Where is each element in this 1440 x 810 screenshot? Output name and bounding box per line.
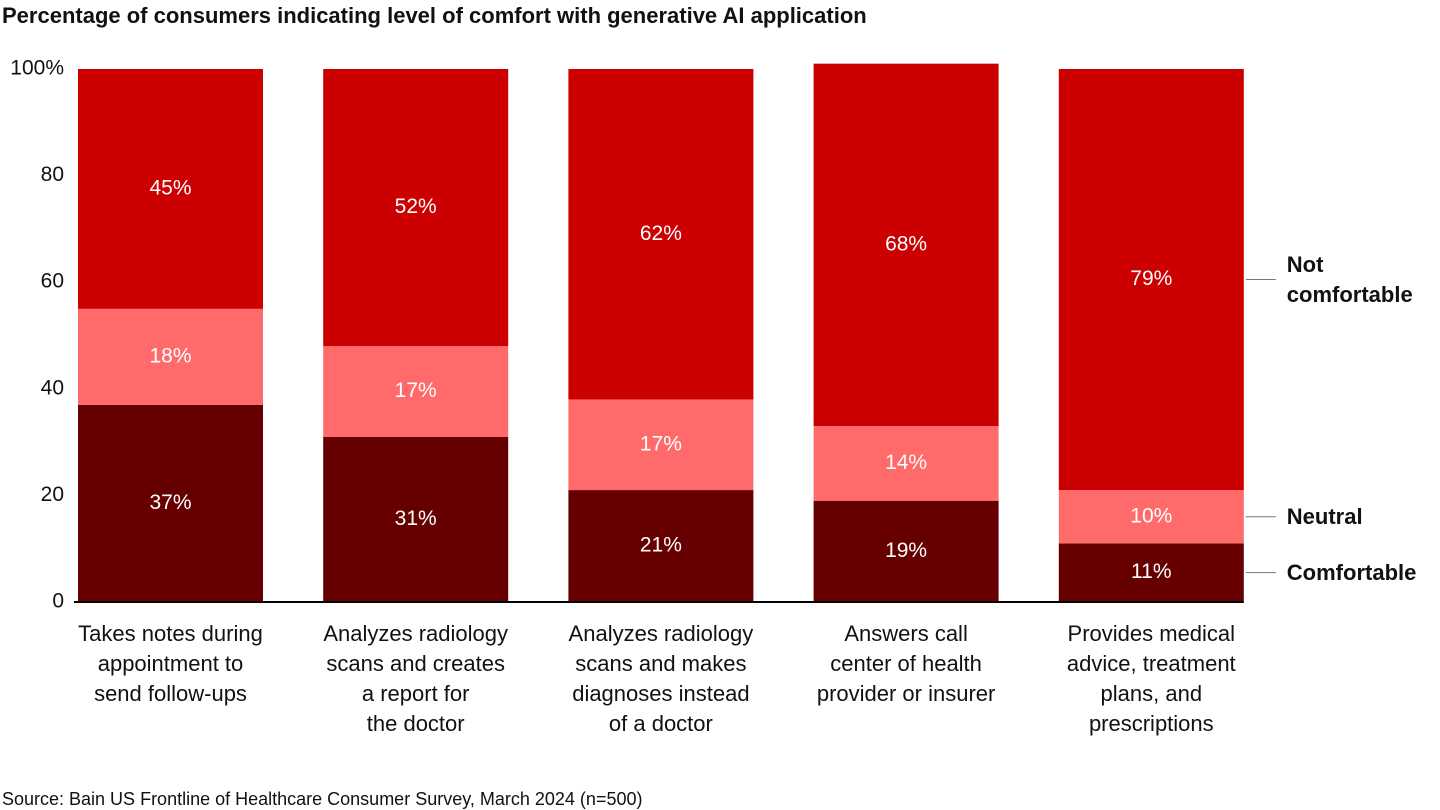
bar-segment <box>323 69 509 347</box>
value-label: 31% <box>395 507 437 530</box>
bar-segment <box>813 500 999 602</box>
bar-segment <box>1058 543 1244 602</box>
x-tick-label: Takes notes during appointment to send f… <box>78 621 263 706</box>
value-label: 37% <box>149 491 191 514</box>
source-note: Source: Bain US Frontline of Healthcare … <box>2 789 642 809</box>
value-label: 62% <box>640 222 682 245</box>
value-label: 18% <box>149 344 191 367</box>
bar-segment <box>78 404 263 602</box>
x-tick-label: Answers call center of health provider o… <box>816 621 996 706</box>
chart-title: Percentage of consumers indicating level… <box>2 3 867 28</box>
legend-label: Not comfortable <box>1286 251 1413 307</box>
value-label: 45% <box>149 176 191 199</box>
value-label: 14% <box>885 451 927 474</box>
value-label: 17% <box>395 379 437 402</box>
bar-segment <box>323 436 509 602</box>
y-tick-label: 0 <box>52 590 64 613</box>
value-label: 79% <box>1130 267 1172 290</box>
bar-segment <box>1058 69 1244 491</box>
bar-segment <box>78 308 263 405</box>
bar-segment <box>813 426 999 501</box>
bar-segment <box>1058 490 1244 544</box>
value-label: 21% <box>640 534 682 557</box>
value-label: 17% <box>640 432 682 455</box>
y-tick-label: 60 <box>41 270 64 293</box>
y-tick-label: 80 <box>41 163 64 186</box>
value-label: 10% <box>1130 504 1172 527</box>
value-label: 68% <box>885 232 927 255</box>
y-tick-label: 20 <box>41 483 64 506</box>
legend-label: Neutral <box>1286 503 1363 529</box>
value-label: 11% <box>1131 560 1171 583</box>
bar-segment <box>813 63 999 427</box>
bar-segment <box>78 69 263 309</box>
bar-segment <box>568 399 754 491</box>
x-tick-label: Analyzes radiology scans and creates a r… <box>323 621 509 736</box>
bar-segment <box>568 69 754 400</box>
bar-segment <box>568 490 754 602</box>
x-tick-label: Provides medical advice, treatment plans… <box>1066 621 1236 736</box>
value-label: 52% <box>395 195 437 218</box>
legend-label: Comfortable <box>1286 559 1417 585</box>
value-label: 19% <box>885 539 927 562</box>
y-tick-label: 100% <box>10 57 64 80</box>
bar-segment <box>323 346 509 437</box>
x-tick-label: Analyzes radiology scans and makes diagn… <box>568 621 754 736</box>
y-tick-label: 40 <box>41 376 64 399</box>
